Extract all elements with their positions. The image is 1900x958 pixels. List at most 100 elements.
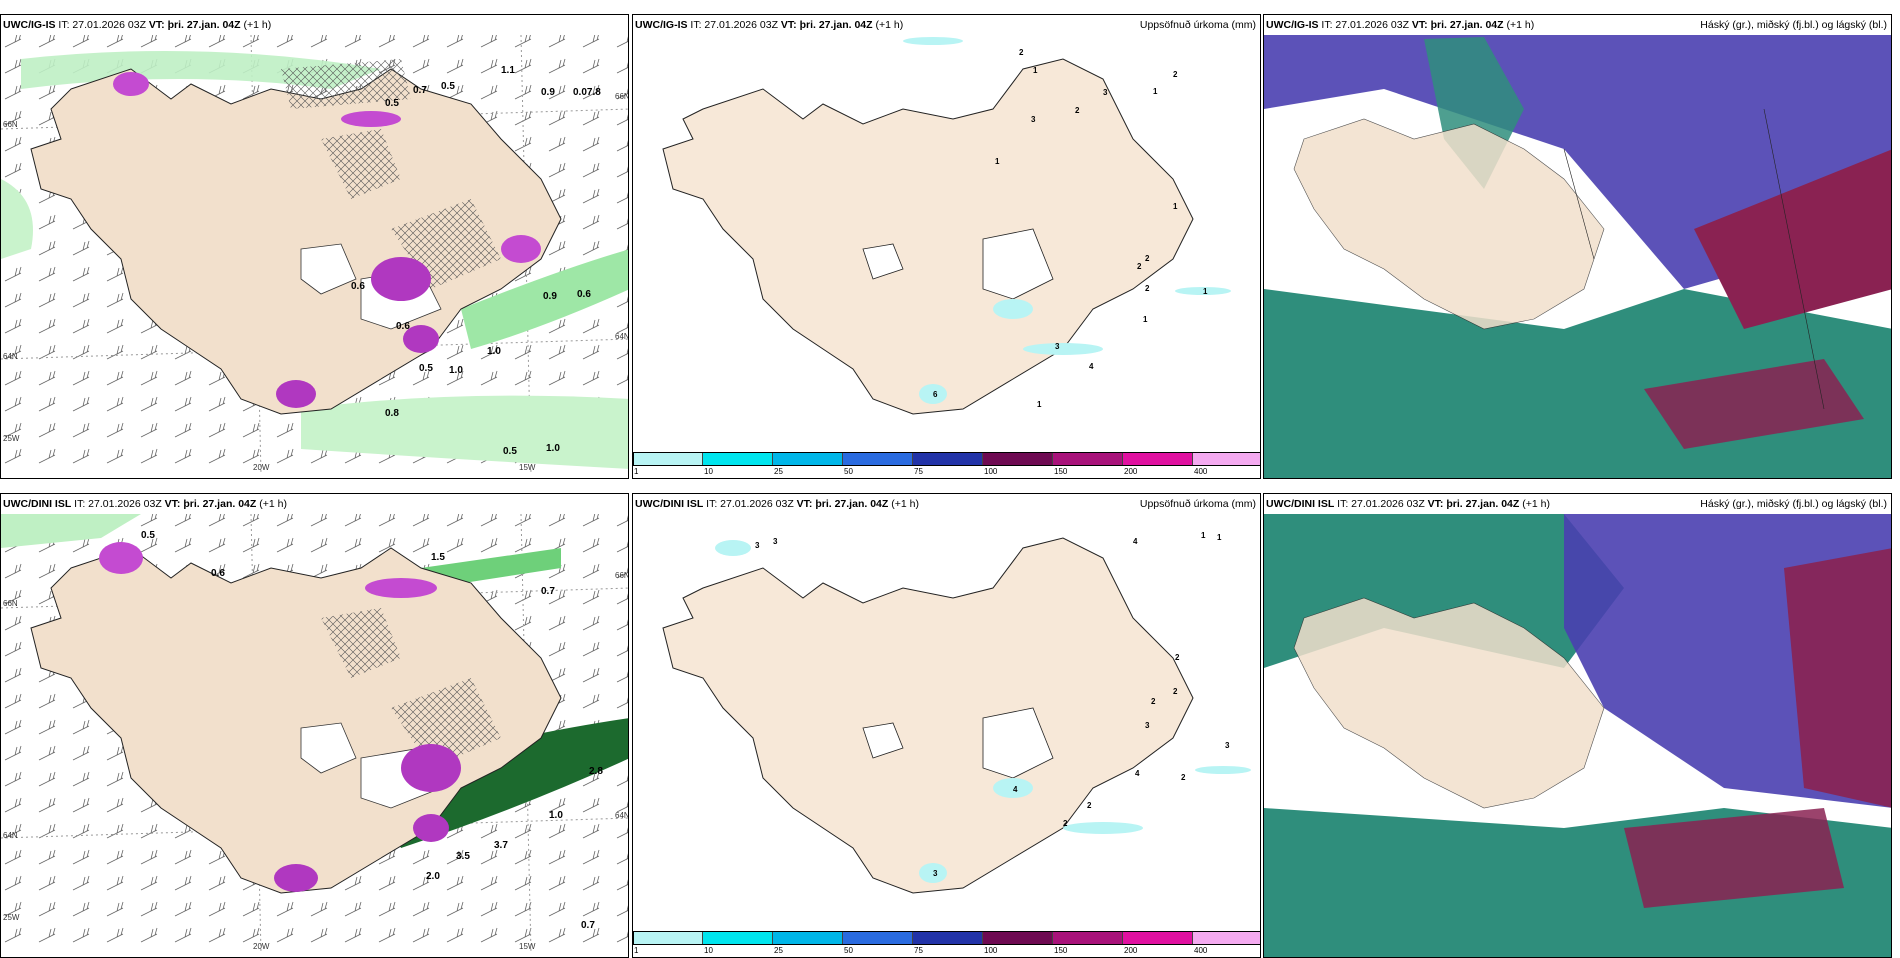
colorbar: 1 10 25 50 75 100 150 200 400 bbox=[633, 931, 1260, 957]
colorbar-tick: 150 bbox=[1054, 467, 1068, 476]
precip-band bbox=[461, 249, 628, 349]
lat-label: 64N bbox=[3, 831, 18, 840]
wind-value: 1.0 bbox=[546, 443, 560, 454]
precip-value: 4 bbox=[1135, 769, 1140, 778]
glacier bbox=[862, 722, 904, 759]
wind-value: 0.5 bbox=[419, 363, 433, 374]
colorbar-tick: 400 bbox=[1194, 467, 1208, 476]
precip-value: 3 bbox=[773, 537, 778, 546]
low-cloud bbox=[1644, 359, 1864, 449]
wind-map: 0.5 0.7 0.5 1.1 0.9 0.07.8 0.6 0.6 0.9 0… bbox=[1, 34, 629, 474]
panel-cloud-dini: UWC/DINI ISL IT: 27.01.2026 03Z VT: þri.… bbox=[1263, 493, 1892, 958]
valid-time: VT: þri. 27.jan. 04Z bbox=[1411, 19, 1504, 31]
colorbar-swatch bbox=[773, 931, 843, 945]
colorbar-swatch bbox=[1053, 931, 1123, 945]
colorbar-swatch bbox=[1123, 931, 1193, 945]
hatched-area bbox=[321, 129, 401, 199]
colorbar-tick: 400 bbox=[1194, 946, 1208, 955]
precip-value: 3 bbox=[1055, 342, 1060, 351]
precip-value: 2 bbox=[1137, 262, 1142, 271]
precip-band bbox=[301, 395, 628, 469]
precip-value: 4 bbox=[1013, 785, 1018, 794]
precip-value: 3 bbox=[1145, 721, 1150, 730]
colorbar-tick: 25 bbox=[774, 467, 783, 476]
precip-area bbox=[993, 778, 1033, 798]
hatched-area bbox=[391, 678, 501, 768]
precip-value: 2 bbox=[1063, 819, 1068, 828]
colorbar-tick: 25 bbox=[774, 946, 783, 955]
panel-header: UWC/DINI ISL IT: 27.01.2026 03Z VT: þri.… bbox=[1264, 494, 1891, 514]
precip-blob bbox=[371, 257, 431, 301]
glacier bbox=[982, 228, 1054, 300]
lat-label: 66N bbox=[615, 92, 629, 101]
lat-label: 64N bbox=[615, 811, 629, 820]
wind-value: 1.0 bbox=[449, 365, 463, 376]
precip-band bbox=[1, 179, 33, 259]
lat-label: 25W bbox=[3, 434, 20, 443]
wind-value: 2.0 bbox=[426, 871, 440, 882]
wind-value: 0.7 bbox=[581, 920, 595, 931]
wind-value: 2.8 bbox=[589, 766, 603, 777]
lon-label: 20W bbox=[253, 942, 270, 951]
precip-area bbox=[919, 863, 947, 883]
precip-value: 2 bbox=[1151, 697, 1156, 706]
panel-wind-dini: UWC/DINI ISL IT: 27.01.2026 03Z VT: þri.… bbox=[0, 493, 629, 958]
iceland-land bbox=[1293, 597, 1605, 809]
colorbar-tick: 200 bbox=[1124, 946, 1138, 955]
precip-value: 3 bbox=[933, 869, 938, 878]
wind-value: 0.6 bbox=[577, 289, 591, 300]
lat-label: 66N bbox=[3, 599, 18, 608]
precip-value: 2 bbox=[1175, 653, 1180, 662]
valid-time: VT: þri. 27.jan. 04Z bbox=[1427, 498, 1520, 510]
colorbar-tick: 50 bbox=[844, 467, 853, 476]
valid-time: VT: þri. 27.jan. 04Z bbox=[796, 498, 889, 510]
panel-cloud-igis: UWC/IG-IS IT: 27.01.2026 03Z VT: þri. 27… bbox=[1263, 14, 1892, 479]
lat-label: 64N bbox=[3, 352, 18, 361]
precip-value: 1 bbox=[995, 157, 1000, 166]
low-cloud bbox=[1694, 149, 1891, 329]
lat-label: 64N bbox=[615, 332, 629, 341]
valid-time: VT: þri. 27.jan. 04Z bbox=[148, 19, 241, 31]
wind-value: 0.07.8 bbox=[573, 87, 601, 98]
precip-value: 4 bbox=[1133, 537, 1138, 546]
init-time: IT: 27.01.2026 03Z bbox=[690, 19, 778, 31]
model-name: UWC/IG-IS bbox=[635, 19, 688, 31]
precip-value: 1 bbox=[1143, 315, 1148, 324]
lead-time: (+1 h) bbox=[891, 498, 919, 510]
low-cloud bbox=[1624, 808, 1844, 908]
colorbar-swatch bbox=[843, 452, 913, 466]
precip-blob bbox=[401, 744, 461, 792]
precip-blob bbox=[501, 235, 541, 263]
axis-labels: 20W 15W 66N 64N 25W 66N 64N bbox=[3, 571, 629, 951]
valid-time: VT: þri. 27.jan. 04Z bbox=[780, 19, 873, 31]
precip-blob bbox=[276, 380, 316, 408]
glacier bbox=[300, 243, 357, 295]
precip-blob bbox=[99, 542, 143, 574]
colorbar-frame bbox=[633, 931, 1260, 945]
panel-wind-igis: UWC/IG-IS IT: 27.01.2026 03Z VT: þri. 27… bbox=[0, 14, 629, 479]
colorbar-swatch bbox=[913, 452, 983, 466]
precip-value: 1 bbox=[1201, 531, 1206, 540]
colorbar-tick: 1 bbox=[634, 467, 639, 476]
panel-header: UWC/IG-IS IT: 27.01.2026 03Z VT: þri. 27… bbox=[1264, 15, 1891, 35]
precip-blob bbox=[403, 325, 439, 353]
panel-title: Uppsöfnuð úrkoma (mm) bbox=[1139, 498, 1256, 510]
wind-value: 0.6 bbox=[396, 321, 410, 332]
precip-area bbox=[993, 299, 1033, 319]
precip-value: 2 bbox=[1173, 70, 1178, 79]
wind-value: 0.7 bbox=[413, 85, 427, 96]
colorbar-swatch bbox=[913, 931, 983, 945]
precip-value: 3 bbox=[1103, 88, 1108, 97]
colorbar-swatch bbox=[1193, 931, 1260, 945]
precip-blob bbox=[113, 72, 149, 96]
glacier bbox=[300, 722, 357, 774]
precip-value: 2 bbox=[1145, 254, 1150, 263]
precip-blob bbox=[341, 111, 401, 127]
wind-value: 0.9 bbox=[543, 291, 557, 302]
panel-title: Háský (gr.), miðský (fj.bl.) og lágský (… bbox=[1700, 19, 1887, 31]
precip-value: 1 bbox=[1037, 400, 1042, 409]
precip-value: 2 bbox=[1145, 284, 1150, 293]
iceland-land bbox=[1293, 118, 1605, 330]
precip-area bbox=[1175, 287, 1231, 295]
precip-value: 3 bbox=[755, 541, 760, 550]
